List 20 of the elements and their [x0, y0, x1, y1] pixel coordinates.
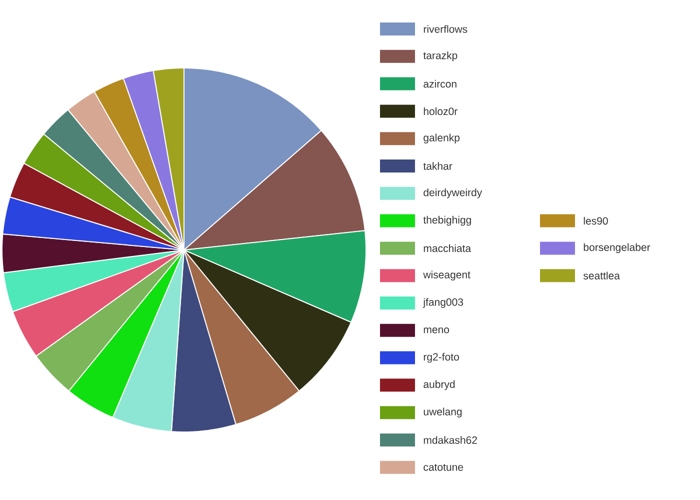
legend-label: seattlea: [584, 272, 620, 280]
legend-label: galenkp: [424, 134, 460, 144]
legend-label: takhar: [423, 162, 452, 170]
legend-label: aubryd: [424, 380, 455, 390]
legend-label: holoz0r: [424, 107, 458, 116]
legend-label: borsengelaber: [584, 243, 650, 254]
legend-label: rg2-foto: [424, 352, 459, 363]
legend-label: catotune: [424, 464, 464, 471]
legend-label: tarazkp: [423, 51, 458, 62]
legend-label: thebighigg: [423, 216, 471, 226]
legend-label: uwelang: [424, 408, 462, 418]
legend-label: les90: [584, 216, 608, 225]
legend-label: macchiata: [424, 244, 472, 252]
legend-label: riverflows: [424, 25, 468, 33]
legend-label: mdakash62: [424, 436, 477, 444]
legend-label: wiseagent: [423, 270, 470, 280]
legend-label: jfang003: [422, 298, 464, 308]
legend-label: azircon: [424, 80, 456, 88]
legend-label: meno: [424, 328, 450, 334]
legend-label: deirdyweirdy: [424, 188, 482, 198]
